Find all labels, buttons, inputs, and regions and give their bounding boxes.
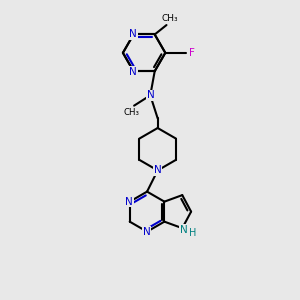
Text: N: N (142, 227, 150, 237)
Text: N: N (154, 165, 161, 176)
Text: CH₃: CH₃ (124, 108, 140, 117)
Text: N: N (147, 90, 155, 100)
Text: N: N (125, 196, 133, 207)
Text: N: N (129, 67, 137, 77)
Text: CH₃: CH₃ (162, 14, 178, 23)
Text: F: F (189, 48, 195, 58)
Text: N: N (129, 29, 137, 39)
Text: H: H (189, 229, 196, 238)
Text: N: N (180, 225, 188, 235)
